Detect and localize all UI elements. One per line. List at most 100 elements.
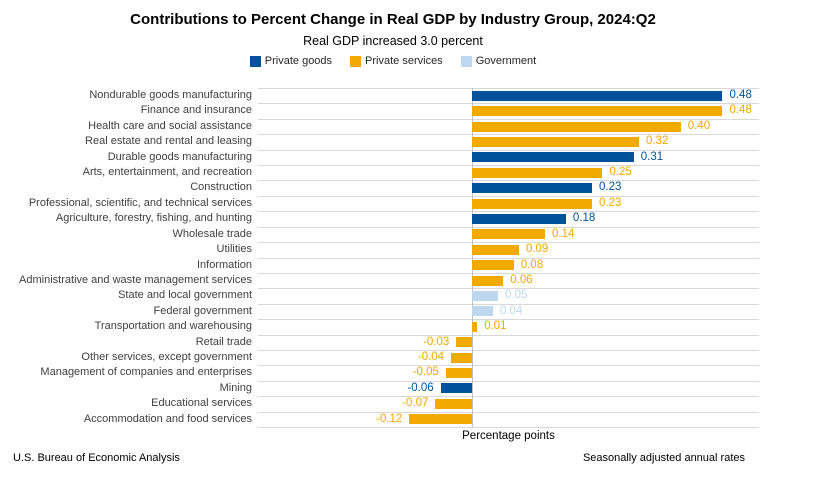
source-text: U.S. Bureau of Economic Analysis (13, 452, 180, 464)
category-label: Mining (219, 381, 252, 394)
bar (456, 337, 472, 348)
gridline (258, 180, 759, 182)
value-label: 0.08 (520, 258, 544, 271)
gridline (258, 165, 759, 167)
category-label: Educational services (151, 397, 252, 410)
value-label: -0.04 (417, 350, 445, 363)
chart-title: Contributions to Percent Change in Real … (130, 11, 656, 28)
category-label: Other services, except government (81, 350, 252, 363)
bar (451, 352, 472, 363)
category-label: Retail trade (195, 335, 252, 348)
value-label: -0.12 (376, 412, 403, 425)
bar (445, 368, 472, 379)
category-label: Real estate and rental and leasing (85, 135, 252, 148)
chart-header: Contributions to Percent Change in Real … (0, 0, 786, 48)
value-label: 0.23 (599, 181, 622, 194)
gridline (258, 380, 759, 382)
value-label: -0.03 (423, 335, 450, 348)
bar (471, 152, 634, 163)
bar (440, 383, 472, 394)
category-axis: Nondurable goods manufacturing Finance an… (0, 88, 252, 427)
category-label: Accommodation and food services (83, 412, 252, 425)
gridline (258, 226, 759, 228)
gridline (258, 103, 759, 105)
bar (471, 244, 519, 255)
value-label: 0.23 (599, 196, 622, 209)
value-label: 0.06 (510, 273, 533, 286)
bar (471, 121, 681, 132)
category-label: Arts, entertainment, and recreation (82, 166, 252, 179)
plot-area: 0.48 0.48 0.40 0.32 0.31 0.25 0.23 0.23 0.18 0.14… (258, 88, 759, 428)
value-label: 0.32 (645, 135, 669, 148)
bar (471, 106, 723, 117)
category-label: Management of companies and enterprises (40, 366, 252, 379)
private-goods-swatch-icon (249, 55, 261, 67)
category-label: Wholesale trade (172, 227, 253, 240)
category-label: Federal government (153, 304, 252, 317)
value-label: -0.07 (402, 397, 429, 410)
gridline (258, 211, 759, 213)
bar (471, 291, 499, 302)
category-label: Agriculture, forestry, fishing, and hunt… (55, 212, 252, 225)
gridline (258, 257, 759, 259)
bar (471, 198, 592, 209)
legend-item-private-services: Private services (350, 55, 443, 67)
value-label: -0.06 (407, 381, 434, 394)
government-swatch-icon (460, 55, 472, 67)
gridline (258, 272, 759, 274)
bar (471, 167, 603, 178)
private-services-swatch-icon (350, 55, 362, 67)
gridline (258, 349, 759, 351)
value-label: 0.09 (525, 243, 549, 256)
legend: Private goods Private services Governmen… (0, 55, 786, 67)
value-label: 0.25 (609, 166, 632, 179)
bar (409, 414, 472, 425)
category-label: State and local government (118, 289, 252, 302)
legend-item-private-goods: Private goods (249, 55, 333, 67)
bar (471, 183, 592, 194)
bar (471, 229, 546, 240)
legend-label-private-goods: Private goods (264, 55, 333, 67)
category-label: Information (196, 258, 252, 271)
bar (471, 260, 514, 271)
value-label: 0.04 (499, 304, 523, 317)
category-label: Nondurable goods manufacturing (89, 89, 252, 101)
gridline (258, 288, 759, 290)
gridline (258, 319, 759, 321)
bar (471, 321, 478, 332)
legend-item-government: Government (460, 55, 536, 67)
bar (435, 398, 472, 409)
value-label: 0.40 (687, 119, 711, 132)
gridline (258, 195, 759, 197)
gridline (258, 149, 759, 151)
bar (471, 213, 566, 224)
gridline (258, 134, 759, 136)
value-label: 0.05 (505, 289, 528, 302)
value-label: 0.31 (640, 150, 664, 163)
note-text: Seasonally adjusted annual rates (582, 452, 745, 464)
category-label: Utilities (216, 243, 252, 256)
gridline (258, 303, 759, 305)
category-label: Durable goods manufacturing (107, 150, 252, 163)
bar (471, 306, 493, 317)
gridline (258, 365, 759, 367)
category-label: Administrative and waste management serv… (19, 273, 252, 286)
category-label: Finance and insurance (140, 104, 252, 117)
gridline (258, 88, 759, 89)
chart-subtitle: Real GDP increased 3.0 percent (303, 34, 483, 48)
bar (471, 136, 639, 147)
bar (471, 90, 723, 101)
gridline (258, 334, 759, 336)
value-label: 0.18 (572, 212, 596, 225)
x-axis-label: Percentage points (462, 430, 555, 442)
gridline (258, 118, 759, 120)
gridline (258, 242, 759, 244)
gridline (258, 427, 759, 428)
value-label: 0.48 (729, 104, 752, 117)
value-label: 0.14 (552, 227, 575, 240)
bar (471, 275, 504, 286)
zero-axis-line (471, 88, 473, 427)
category-label: Professional, scientific, and technical … (28, 196, 252, 209)
value-label: 0.01 (484, 320, 507, 333)
